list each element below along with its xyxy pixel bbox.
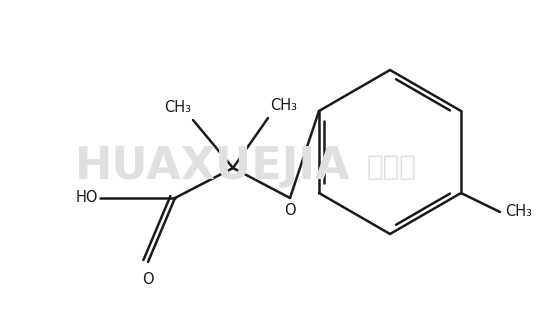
Text: HUAXUEJIA: HUAXUEJIA <box>75 145 351 188</box>
Text: CH₃: CH₃ <box>270 98 297 113</box>
Text: CH₃: CH₃ <box>164 100 191 115</box>
Text: CH₃: CH₃ <box>505 204 532 219</box>
Text: HO: HO <box>76 190 98 205</box>
Text: 化学加: 化学加 <box>367 153 417 180</box>
Text: O: O <box>142 272 154 287</box>
Text: O: O <box>284 203 296 218</box>
